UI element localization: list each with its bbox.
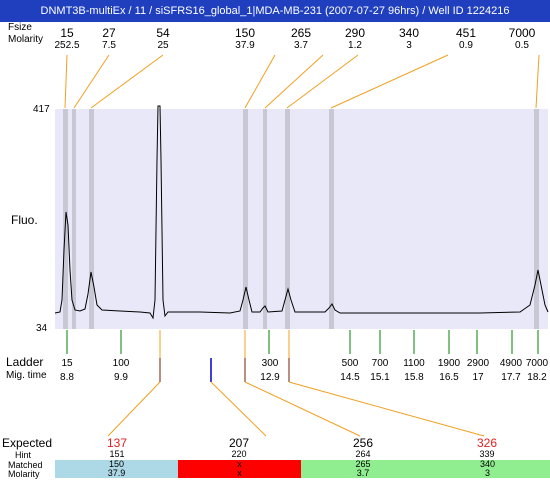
- ladder-time: 8.8: [60, 372, 74, 383]
- connector-line: [64, 54, 68, 109]
- top-size: 150: [234, 26, 256, 40]
- expected-value: 326: [476, 436, 498, 450]
- connector-line: [286, 54, 359, 109]
- connector-line: [264, 54, 324, 109]
- molarity-band: 37.9: [55, 469, 178, 478]
- window-title: DNMT3B-multiEx / 11 / siSFRS16_global_1|…: [0, 0, 550, 22]
- ladder-time: 14.5: [340, 372, 360, 383]
- top-molarity: 3.7: [294, 40, 308, 51]
- ladder-label: Ladder: [6, 355, 44, 369]
- ladder-bp: 1900: [437, 358, 461, 369]
- ladder-bp: 2900: [466, 358, 490, 369]
- ladder-time: 12.9: [260, 372, 280, 383]
- connector-line: [107, 381, 161, 437]
- hint-label: Hint: [15, 450, 32, 460]
- top-molarity: 25: [157, 40, 169, 51]
- expected-label: Expected: [2, 436, 53, 450]
- molarity-value: 37.9: [107, 468, 126, 478]
- y-min-label: 34: [36, 323, 48, 334]
- ladder-time: 15.1: [370, 372, 390, 383]
- molarity-label: Molarity: [8, 34, 44, 45]
- ladder-time: 18.2: [527, 372, 547, 383]
- connector-line: [244, 381, 361, 437]
- hint-value: 220: [231, 449, 247, 459]
- top-molarity: 1.2: [348, 40, 362, 51]
- expected-value: 256: [352, 436, 374, 450]
- top-size: 290: [344, 26, 366, 40]
- expected-value: 137: [106, 436, 128, 450]
- highlight-band: [89, 109, 94, 329]
- matched-label: Matched: [8, 460, 43, 470]
- molarity-band: 3: [425, 469, 550, 478]
- top-connectors: [64, 54, 540, 109]
- plot-area: [55, 109, 548, 329]
- ladder-bp: 300: [261, 358, 279, 369]
- bottom-connectors: [107, 330, 485, 437]
- ladder-time: 16.5: [439, 372, 459, 383]
- hint-value: 339: [479, 449, 495, 459]
- y-max-label: 417: [33, 104, 50, 115]
- hint-value: 151: [109, 449, 125, 459]
- connector-line: [330, 54, 449, 109]
- molarity-band: x: [178, 469, 301, 478]
- ladder-bp: 100: [112, 358, 130, 369]
- top-size: 340: [398, 26, 420, 40]
- ladder-time: 17: [472, 372, 484, 383]
- connector-line: [535, 54, 540, 109]
- ladder-bp: 1100: [403, 358, 425, 369]
- matched-value: 265: [355, 459, 371, 469]
- matched-band: 150: [55, 460, 178, 469]
- connector-line: [288, 381, 485, 437]
- top-size: 15: [60, 26, 74, 40]
- top-molarity: 7.5: [102, 40, 116, 51]
- highlight-band: [534, 109, 539, 329]
- bottom-molarity-label: Molarity: [8, 469, 40, 479]
- ladder-bp: 700: [371, 358, 389, 369]
- top-molarity: 0.9: [459, 40, 473, 51]
- highlight-band: [329, 109, 334, 329]
- ladder-bp: 500: [341, 358, 359, 369]
- fluorescence-trace: [54, 105, 549, 320]
- top-size: 27: [102, 26, 116, 40]
- ladder-bp: 4900: [499, 358, 523, 369]
- top-molarity: 3: [406, 40, 412, 51]
- top-molarity: 37.9: [235, 40, 255, 51]
- fsize-label: Fsize: [8, 22, 32, 33]
- connector-line: [210, 381, 267, 437]
- connector-line: [90, 54, 164, 109]
- molarity-value: x: [237, 468, 242, 478]
- top-size: 7000: [508, 26, 536, 40]
- top-size: 451: [455, 26, 477, 40]
- molarity-value: 3.7: [356, 468, 370, 478]
- matched-band: 265: [301, 460, 425, 469]
- matched-band: x: [178, 460, 301, 469]
- highlight-band: [263, 109, 267, 329]
- ladder-time: 9.9: [114, 372, 128, 383]
- connector-line: [73, 54, 110, 109]
- hint-value: 264: [355, 449, 371, 459]
- matched-value: x: [237, 459, 242, 469]
- top-size: 54: [156, 26, 170, 40]
- molarity-band: 3.7: [301, 469, 425, 478]
- matched-band: 340: [425, 460, 550, 469]
- matched-value: 340: [479, 459, 496, 469]
- highlight-band: [243, 109, 248, 329]
- top-molarity: 252.5: [54, 40, 80, 51]
- ladder-time: 17.7: [501, 372, 521, 383]
- highlight-band: [72, 109, 76, 329]
- mig-time-label: Mig. time: [6, 370, 47, 381]
- highlight-band: [285, 109, 290, 329]
- molarity-value: 3: [484, 468, 490, 478]
- ladder-bp: 15: [61, 358, 73, 369]
- expected-value: 207: [228, 436, 250, 450]
- top-molarity: 0.5: [515, 40, 529, 51]
- top-size: 265: [290, 26, 312, 40]
- ladder-time: 15.8: [404, 372, 424, 383]
- y-axis-label: Fluo.: [11, 213, 38, 227]
- ladder-bp: 7000: [525, 358, 549, 369]
- ladder-ticks: [66, 330, 539, 354]
- matched-value: 150: [108, 459, 125, 469]
- connector-line: [244, 54, 276, 109]
